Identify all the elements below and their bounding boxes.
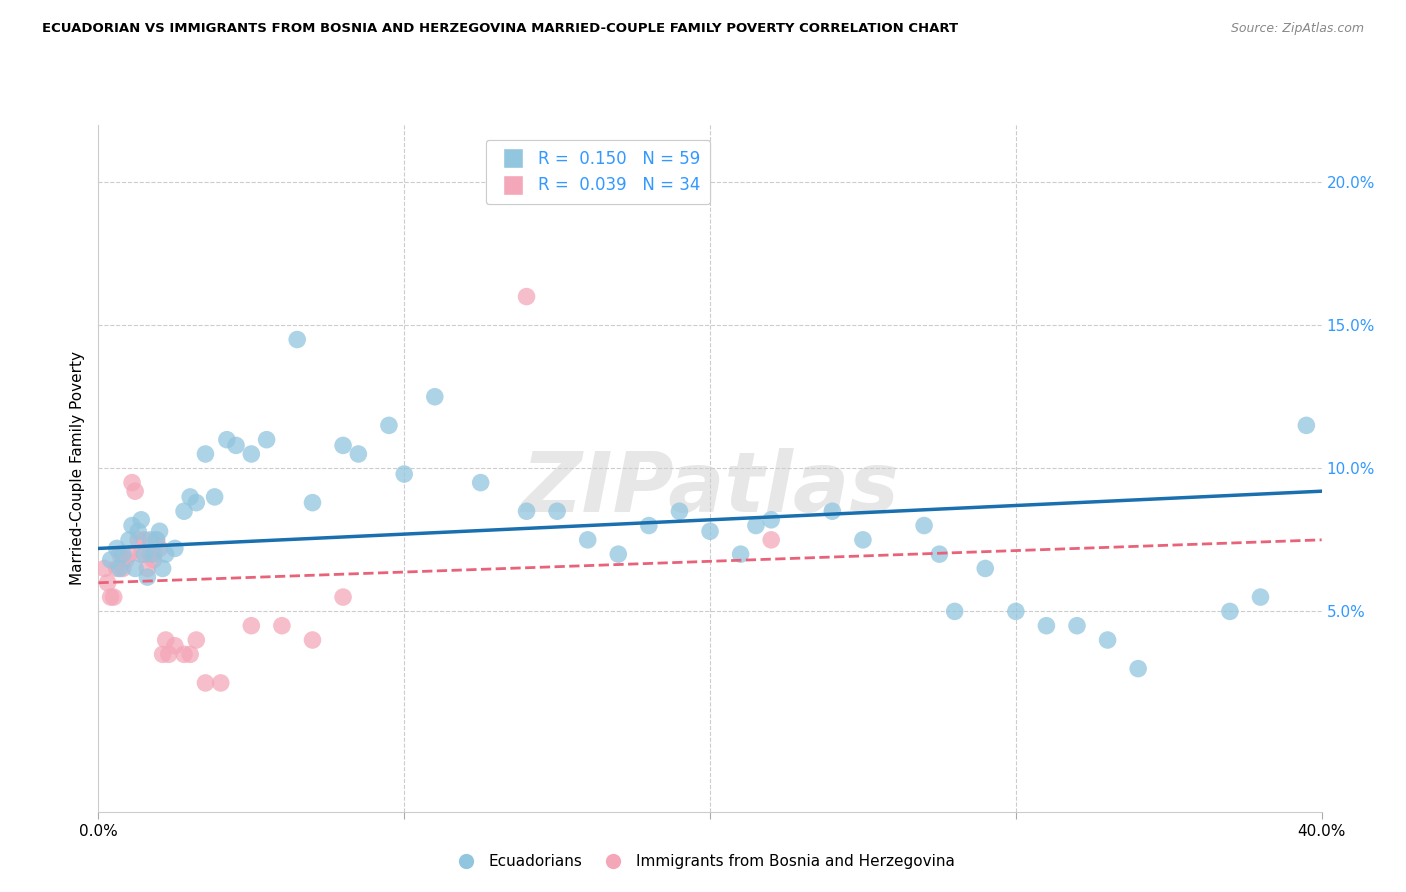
Point [124,561,146,575]
Point [129,513,152,527]
Point [145,533,167,547]
Point [186,633,208,648]
Point [111,561,134,575]
Point [173,504,195,518]
Point [155,547,177,561]
Legend: Ecuadorians, Immigrants from Bosnia and Herzegovina: Ecuadorians, Immigrants from Bosnia and … [444,848,962,875]
Point [103,590,125,604]
Point [194,447,217,461]
Point [215,433,238,447]
Point [576,533,599,547]
Point [142,553,165,567]
Text: Source: ZipAtlas.com: Source: ZipAtlas.com [1230,22,1364,36]
Point [152,561,174,575]
Point [1066,618,1088,632]
Point [163,639,186,653]
Y-axis label: Married-Couple Family Poverty: Married-Couple Family Poverty [69,351,84,585]
Point [1097,633,1119,648]
Point [115,553,138,567]
Point [118,547,141,561]
Point [423,390,446,404]
Point [173,648,195,662]
Point [301,496,323,510]
Point [118,533,141,547]
Point [155,633,177,648]
Point [347,447,370,461]
Point [136,570,159,584]
Point [1219,604,1241,618]
Point [1250,590,1272,604]
Point [546,504,568,518]
Point [100,590,122,604]
Point [943,604,966,618]
Point [332,438,354,452]
Point [332,590,354,604]
Point [93,561,115,575]
Point [97,575,120,590]
Point [745,518,768,533]
Point [139,533,162,547]
Point [136,561,159,575]
Point [607,547,630,561]
Point [149,524,172,539]
Point [1004,604,1026,618]
Point [761,513,783,527]
Point [129,547,152,561]
Point [134,547,156,561]
Point [516,504,538,518]
Point [194,676,217,690]
Point [301,633,323,648]
Point [204,490,226,504]
Point [105,541,128,556]
Point [852,533,875,547]
Point [285,333,308,347]
Point [209,676,232,690]
Point [974,561,997,575]
Point [1128,662,1150,676]
Point [121,518,143,533]
Point [378,418,401,433]
Point [134,533,156,547]
Point [240,447,263,461]
Point [152,648,174,662]
Point [668,504,690,518]
Point [157,648,180,662]
Point [145,533,167,547]
Point [142,547,165,561]
Point [730,547,752,561]
Point [256,433,278,447]
Point [124,484,146,499]
Point [186,496,208,510]
Point [179,490,201,504]
Point [121,475,143,490]
Legend: R =  0.150   N = 59, R =  0.039   N = 34: R = 0.150 N = 59, R = 0.039 N = 34 [486,140,710,204]
Point [699,524,721,539]
Point [105,561,128,575]
Point [1295,418,1317,433]
Point [127,524,149,539]
Point [1035,618,1057,632]
Point [516,289,538,303]
Point [761,533,783,547]
Point [127,533,149,547]
Point [108,561,131,575]
Point [139,547,162,561]
Point [392,467,416,481]
Point [470,475,492,490]
Point [928,547,950,561]
Point [179,648,201,662]
Point [240,618,263,632]
Point [100,553,122,567]
Point [108,547,131,561]
Point [821,504,844,518]
Point [225,438,247,452]
Point [270,618,294,632]
Point [111,547,134,561]
Point [149,541,172,556]
Point [912,518,935,533]
Point [638,518,661,533]
Text: ECUADORIAN VS IMMIGRANTS FROM BOSNIA AND HERZEGOVINA MARRIED-COUPLE FAMILY POVER: ECUADORIAN VS IMMIGRANTS FROM BOSNIA AND… [42,22,959,36]
Text: ZIPatlas: ZIPatlas [522,449,898,530]
Point [163,541,186,556]
